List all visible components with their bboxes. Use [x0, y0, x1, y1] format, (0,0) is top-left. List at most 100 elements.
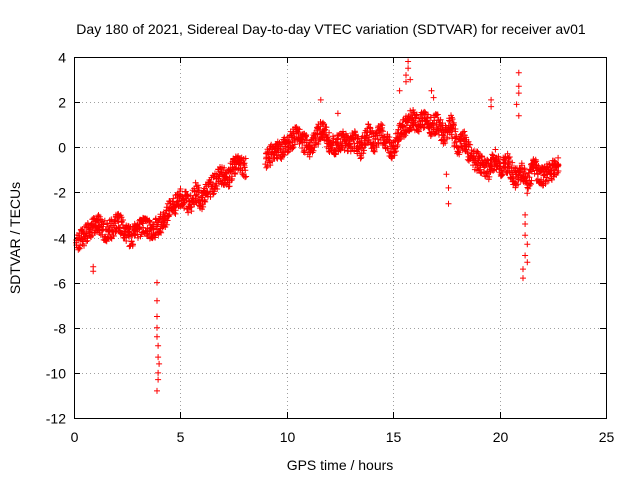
data-point — [525, 169, 532, 176]
x-tick-label: 5 — [177, 429, 185, 445]
y-tick-labels: 4 2 0 -2 -4 -6 -8 -10 -12 — [46, 50, 66, 427]
data-point — [369, 127, 376, 134]
data-point — [527, 180, 534, 187]
data-point — [533, 158, 540, 165]
data-point — [407, 76, 414, 83]
x-tick-label: 0 — [71, 429, 79, 445]
data-point — [232, 171, 239, 177]
data-point — [498, 172, 505, 179]
data-point — [303, 133, 309, 140]
data-point — [405, 65, 412, 72]
data-point — [515, 69, 522, 76]
data-point — [546, 160, 552, 167]
data-point — [156, 360, 163, 367]
data-point — [163, 221, 170, 228]
x-tick-label: 25 — [599, 429, 615, 445]
data-point — [394, 142, 401, 148]
data-point — [524, 259, 531, 266]
x-tick-labels: 0 5 10 15 20 25 — [71, 429, 615, 445]
data-point — [170, 195, 177, 202]
data-point — [434, 111, 441, 118]
data-point — [118, 218, 125, 225]
data-point — [221, 164, 228, 171]
data-point — [380, 128, 386, 135]
data-point — [542, 180, 549, 187]
data-point — [392, 148, 399, 155]
data-point — [449, 116, 456, 123]
data-point — [232, 165, 239, 172]
data-point — [474, 148, 481, 155]
y-tick-label: -10 — [46, 366, 66, 382]
data-point — [243, 173, 250, 180]
y-tick-label: -2 — [54, 185, 67, 201]
data-point — [341, 147, 348, 154]
data-point — [242, 174, 249, 181]
data-point — [513, 101, 520, 108]
data-point — [269, 158, 276, 165]
data-point — [96, 213, 103, 220]
plot-frame — [74, 57, 607, 419]
data-point — [522, 211, 529, 218]
data-point — [370, 139, 377, 146]
data-point — [461, 128, 468, 135]
data-point — [402, 132, 409, 139]
data-point — [379, 122, 386, 129]
data-point — [420, 124, 427, 131]
data-point — [489, 151, 496, 158]
x-tick-label: 20 — [493, 429, 509, 445]
y-tick-label: 0 — [58, 140, 66, 156]
data-point — [528, 177, 535, 184]
y-tick-label: 4 — [58, 50, 66, 66]
data-point — [479, 153, 486, 160]
data-point — [486, 173, 493, 180]
data-point — [267, 162, 274, 169]
data-point — [316, 126, 323, 133]
data-point — [490, 167, 497, 174]
data-point — [278, 141, 285, 148]
data-point — [492, 146, 499, 153]
data-point — [128, 238, 135, 245]
data-point — [291, 133, 298, 140]
data-point — [306, 153, 313, 160]
data-point — [548, 176, 555, 183]
data-point — [145, 217, 152, 224]
data-point — [371, 148, 378, 155]
data-point — [495, 156, 502, 163]
x-tick-label: 15 — [386, 429, 402, 445]
data-point — [504, 150, 511, 157]
y-tick-label: -8 — [54, 321, 67, 337]
data-point — [315, 141, 322, 147]
data-point — [425, 111, 431, 118]
data-point — [449, 127, 456, 134]
data-point — [456, 151, 463, 158]
data-point — [515, 112, 522, 119]
data-point — [520, 275, 526, 282]
data-point — [396, 87, 403, 94]
data-point — [405, 58, 412, 65]
data-point — [154, 333, 160, 340]
data-point — [263, 164, 270, 171]
x-tick-label: 10 — [280, 429, 296, 445]
data-point — [432, 130, 439, 137]
data-point — [499, 171, 506, 178]
data-point — [407, 107, 414, 114]
data-point — [425, 125, 432, 132]
data-point — [535, 162, 542, 169]
data-point — [81, 242, 87, 249]
data-point — [488, 96, 495, 103]
data-point — [120, 217, 126, 223]
data-point — [403, 72, 409, 79]
data-point — [460, 129, 466, 136]
data-point — [130, 241, 136, 248]
data-point — [527, 181, 534, 188]
data-point — [323, 124, 330, 131]
data-point — [136, 224, 143, 230]
data-point — [321, 128, 327, 134]
data-point — [326, 129, 333, 136]
data-point — [196, 188, 203, 195]
data-point — [110, 233, 117, 239]
data-point — [154, 313, 160, 320]
data-point — [555, 162, 562, 169]
